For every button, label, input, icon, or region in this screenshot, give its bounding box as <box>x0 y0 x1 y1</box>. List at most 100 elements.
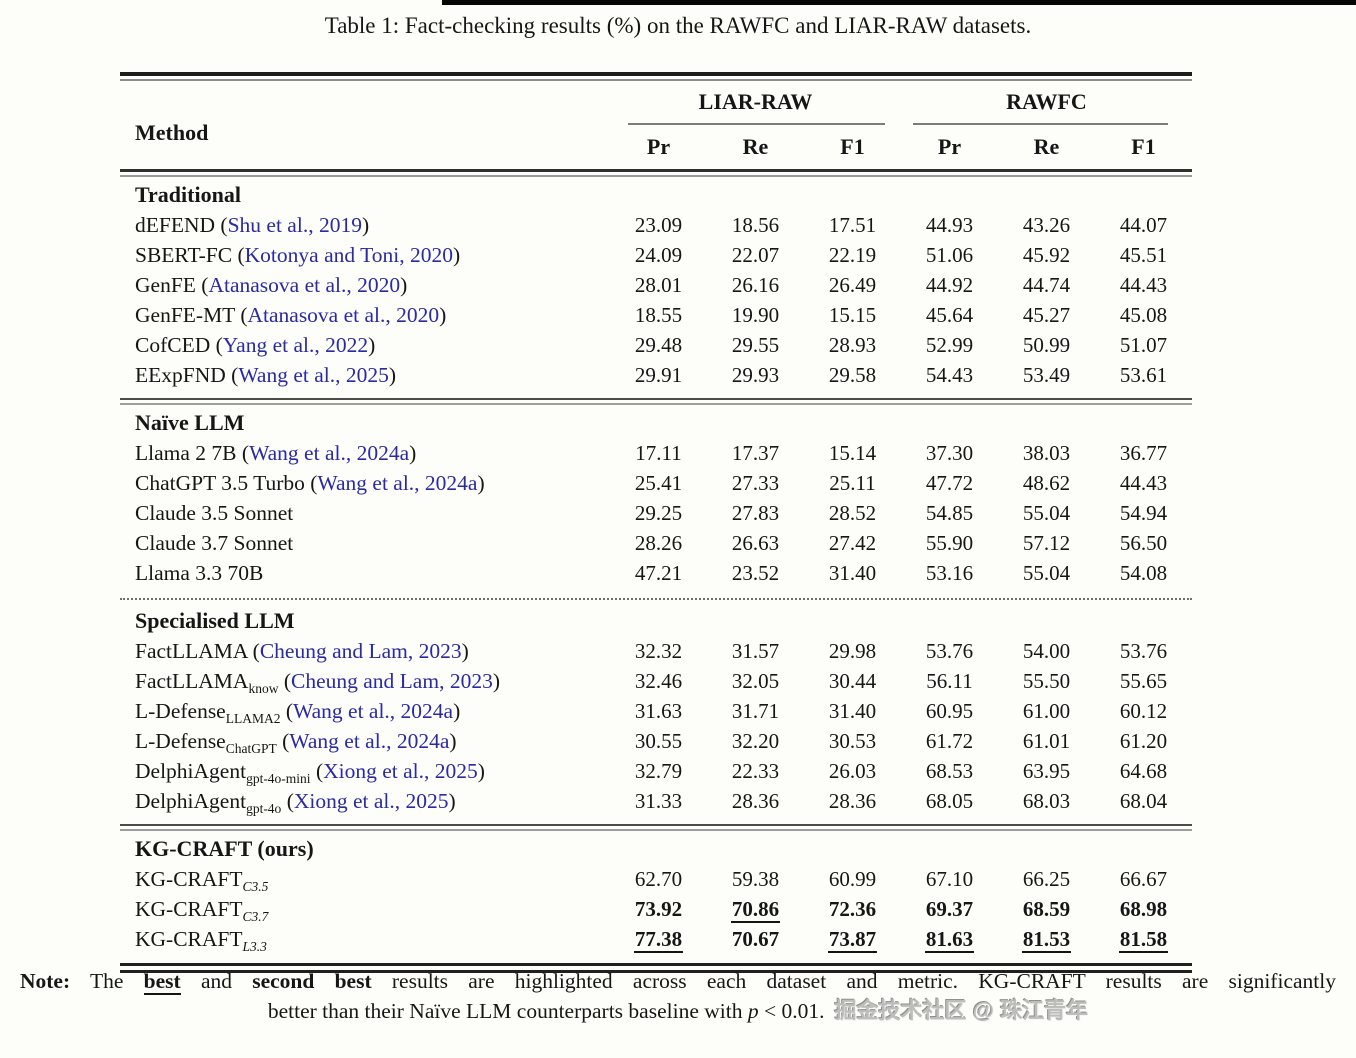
citation-link[interactable]: Yang et al., 2022 <box>222 333 369 357</box>
table-row: GenFE (Atanasova et al., 2020) 28.01 26.16… <box>120 270 1192 300</box>
citation-link[interactable]: Shu et al., 2019 <box>227 213 362 237</box>
metric-cell: 56.11 <box>901 666 998 696</box>
metric-value: 62.70 <box>634 867 683 891</box>
metric-cell: 44.43 <box>1095 270 1192 300</box>
metric-value: 28.93 <box>828 333 877 357</box>
method-cell: Claude 3.5 Sonnet <box>120 498 610 528</box>
metric-cell: 61.20 <box>1095 726 1192 756</box>
metric-cell: 53.49 <box>998 360 1095 390</box>
method-name: Llama 2 7B <box>135 441 237 465</box>
metric-cell: 25.11 <box>804 468 901 498</box>
metric-cell: 50.99 <box>998 330 1095 360</box>
citation-link[interactable]: Cheung and Lam, 2023 <box>259 639 462 663</box>
metric-value: 29.58 <box>828 363 877 387</box>
metric-value: 23.52 <box>731 561 780 585</box>
metric-cell: 30.53 <box>804 726 901 756</box>
metric-value: 22.07 <box>731 243 780 267</box>
metric-cell: 29.55 <box>707 330 804 360</box>
metric-value: 28.52 <box>828 501 877 525</box>
p-value-variable: p <box>747 999 759 1023</box>
metric-value: 53.76 <box>1119 639 1168 663</box>
citation-link[interactable]: Xiong et al., 2025 <box>293 789 449 813</box>
citation-link[interactable]: Wang et al., 2024a <box>317 471 478 495</box>
cmidrule-row <box>120 123 1192 125</box>
citation-link[interactable]: Cheung and Lam, 2023 <box>291 669 493 693</box>
citation-link[interactable]: Atanasova et al., 2020 <box>208 273 401 297</box>
metric-value: 22.19 <box>828 243 877 267</box>
table-row: SBERT-FC (Kotonya and Toni, 2020) 24.09 22… <box>120 240 1192 270</box>
metric-cell: 72.36 <box>804 894 901 924</box>
metric-value: 64.68 <box>1119 759 1168 783</box>
metric-cell: 28.36 <box>804 786 901 816</box>
metric-cell: 18.56 <box>707 210 804 240</box>
metric-value: 44.93 <box>925 213 974 237</box>
metric-value: 17.51 <box>828 213 877 237</box>
metric-cell: 43.26 <box>998 210 1095 240</box>
method-cell: Llama 2 7B (Wang et al., 2024a) <box>135 441 417 465</box>
metric-cell: 53.76 <box>901 636 998 666</box>
table-row: Claude 3.7 Sonnet 28.26 26.63 27.42 55.90 57.… <box>120 528 1192 558</box>
citation-link[interactable]: Kotonya and Toni, 2020 <box>244 243 453 267</box>
method-subscript: L3.3 <box>242 939 267 954</box>
metric-value: 67.10 <box>925 867 974 891</box>
metric-cell: 32.46 <box>610 666 707 696</box>
section-divider-double <box>120 398 1192 405</box>
citation-link[interactable]: Wang et al., 2024a <box>289 729 450 753</box>
table-row: Llama 3.3 70B 47.21 23.52 31.40 53.16 55.04 54… <box>120 558 1192 588</box>
metric-cell: 64.68 <box>1095 756 1192 786</box>
method-name: L-Defense <box>135 699 226 723</box>
metric-value: 26.63 <box>731 531 780 555</box>
method-name: EExpFND <box>135 363 226 387</box>
method-name: GenFE <box>135 273 196 297</box>
metric-value: 55.50 <box>1022 669 1071 693</box>
metric-cell: 81.58 <box>1095 924 1192 954</box>
metric-cell: 54.08 <box>1095 558 1192 588</box>
table-row: KG-CRAFTL3.3 77.38 70.67 73.87 81.63 81.53 81.… <box>120 924 1192 954</box>
method-cell: CofCED (Yang et al., 2022) <box>135 333 376 357</box>
metric-value: 23.09 <box>634 213 683 237</box>
cmidrule-liar-raw <box>628 123 885 125</box>
metric-cell: 54.94 <box>1095 498 1192 528</box>
metric-value: 18.55 <box>634 303 683 327</box>
method-cell: GenFE (Atanasova et al., 2020) <box>135 273 408 297</box>
metric-value: 29.25 <box>634 501 683 525</box>
metric-value: 53.61 <box>1119 363 1168 387</box>
metric-cell: 45.08 <box>1095 300 1192 330</box>
citation-link[interactable]: Xiong et al., 2025 <box>323 759 478 783</box>
watermark-text: 掘金技术社区 @ 珠江青年 <box>834 998 1089 1023</box>
metric-value: 31.40 <box>828 699 877 723</box>
method-subscript: ChatGPT <box>225 741 277 756</box>
method-cell: KG-CRAFTC3.5 <box>120 864 610 894</box>
citation-link[interactable]: Wang et al., 2024a <box>293 699 454 723</box>
citation-link[interactable]: Wang et al., 2025 <box>238 363 389 387</box>
metric-cell: 60.12 <box>1095 696 1192 726</box>
col-header-method: Method <box>135 120 209 145</box>
metric-value: 44.43 <box>1119 273 1168 297</box>
method-subscript: know <box>248 681 279 696</box>
citation-link[interactable]: Wang et al., 2024a <box>249 441 410 465</box>
metric-value: 51.07 <box>1119 333 1168 357</box>
metric-cell: 60.95 <box>901 696 998 726</box>
metric-value: 44.07 <box>1119 213 1168 237</box>
metric-value: 29.91 <box>634 363 683 387</box>
metric-value: 77.38 <box>633 927 684 953</box>
metric-cell: 22.19 <box>804 240 901 270</box>
col-header-f1-rawfc: F1 <box>1131 134 1156 159</box>
metric-cell: 54.00 <box>998 636 1095 666</box>
section-header-cell: Traditional <box>120 180 610 210</box>
scan-artifact-bar <box>442 0 1356 5</box>
method-cell: L-DefenseChatGPT (Wang et al., 2024a) <box>135 729 457 756</box>
metric-cell: 51.06 <box>901 240 998 270</box>
metric-cell: 77.38 <box>610 924 707 954</box>
col-header-re-rawfc: Re <box>1033 134 1060 159</box>
metric-value: 45.08 <box>1119 303 1168 327</box>
metric-cell: 68.59 <box>998 894 1095 924</box>
metric-value: 25.11 <box>829 471 876 495</box>
citation-link[interactable]: Atanasova et al., 2020 <box>247 303 440 327</box>
header-bottom-rule <box>120 169 1192 177</box>
metric-cell: 55.50 <box>998 666 1095 696</box>
metric-cell: 30.44 <box>804 666 901 696</box>
method-name: SBERT-FC <box>135 243 233 267</box>
note-second-best-keyword: second best <box>252 969 372 993</box>
